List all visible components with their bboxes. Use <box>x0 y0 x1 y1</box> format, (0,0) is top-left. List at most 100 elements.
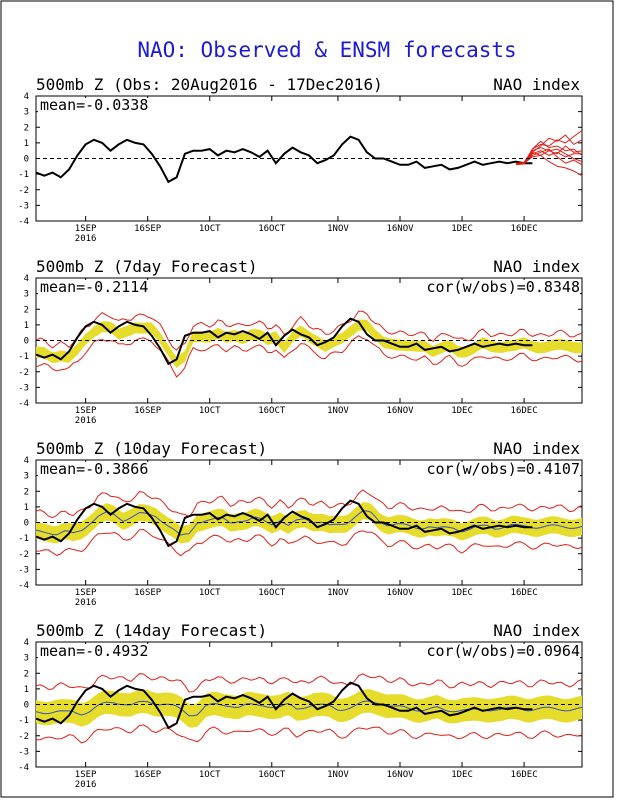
cor-label: cor(w/obs)=0.8348 <box>426 278 580 296</box>
x-tick-label: 16OCT <box>258 224 286 234</box>
x-tick-label: 1DEC <box>451 588 473 598</box>
x-tick-label: 16OCT <box>258 588 286 598</box>
x-tick-label: 1DEC <box>451 224 473 234</box>
y-tick-label: 0 <box>24 155 29 165</box>
observed-line <box>35 135 533 184</box>
observed-line <box>35 317 533 366</box>
y-tick-label: 3 <box>24 108 29 118</box>
panel-title: 500mb Z (10day Forecast) <box>36 439 267 458</box>
x-tick-label: 16SEP <box>134 406 162 416</box>
x-tick-label: 16OCT <box>258 770 286 780</box>
x-tick-label: 1DEC <box>451 406 473 416</box>
y-tick-label: 4 <box>24 638 29 648</box>
cor-label: cor(w/obs)=0.4107 <box>426 460 580 478</box>
x-tick-label: 1NOV <box>327 588 349 598</box>
y-tick-label: 2 <box>24 305 29 315</box>
ensemble-min-line <box>35 528 583 557</box>
y-tick-label: -4 <box>18 217 29 227</box>
y-tick-label: -2 <box>18 732 29 742</box>
y-tick-label: -3 <box>18 747 29 757</box>
mean-label: mean=-0.3866 <box>40 460 148 478</box>
y-tick-label: 0 <box>24 701 29 711</box>
y-tick-label: 0 <box>24 337 29 347</box>
x-year-label: 2016 <box>75 598 97 608</box>
mean-label-bg <box>38 462 166 477</box>
panel-title: 500mb Z (14day Forecast) <box>36 621 267 640</box>
ensemble-member-line <box>523 145 583 164</box>
ensemble-max-line <box>35 310 583 351</box>
x-tick-label: 16NOV <box>386 224 414 234</box>
y-tick-label: 1 <box>24 139 29 149</box>
x-tick-label: 16OCT <box>258 406 286 416</box>
panel-right-title: NAO index <box>493 439 580 458</box>
y-tick-label: -2 <box>18 368 29 378</box>
ensemble-member-line <box>523 148 583 166</box>
chart-panel-4: 500mb Z (14day Forecast) NAO index 4 3 2 1 0 -1… <box>18 621 583 790</box>
observed-line <box>35 681 533 730</box>
y-tick-label: 3 <box>24 290 29 300</box>
mean-label: mean=-0.4932 <box>40 642 148 660</box>
ensemble-member-line <box>523 140 583 164</box>
x-tick-label: 1SEP <box>75 224 97 234</box>
ensemble-member-line <box>523 154 583 177</box>
x-year-label: 2016 <box>75 780 97 790</box>
x-tick-label: 16NOV <box>386 588 414 598</box>
y-tick-label: 1 <box>24 685 29 695</box>
x-tick-label: 1SEP <box>75 588 97 598</box>
y-tick-label: -1 <box>18 170 29 180</box>
y-tick-label: 2 <box>24 487 29 497</box>
y-tick-label: -3 <box>18 201 29 211</box>
chart-panel-3: 500mb Z (10day Forecast) NAO index 4 3 2 1 0 -1… <box>18 439 583 608</box>
x-year-label: 2016 <box>75 234 97 244</box>
mean-label-bg <box>38 644 166 659</box>
x-tick-label: 1DEC <box>451 770 473 780</box>
y-tick-label: -4 <box>18 399 29 409</box>
y-tick-label: -4 <box>18 581 29 591</box>
mean-label: mean=-0.2114 <box>40 278 148 296</box>
y-tick-label: 2 <box>24 669 29 679</box>
y-tick-label: -2 <box>18 550 29 560</box>
x-tick-label: 16SEP <box>134 588 162 598</box>
y-tick-label: 4 <box>24 274 29 284</box>
x-tick-label: 1OCT <box>199 770 221 780</box>
x-tick-label: 1OCT <box>199 588 221 598</box>
panel-title: 500mb Z (7day Forecast) <box>36 257 258 276</box>
chart-panel-1: 500mb Z (Obs: 20Aug2016 - 17Dec2016) NAO … <box>18 75 583 244</box>
spread-band <box>36 689 582 728</box>
mean-label-bg <box>38 280 166 295</box>
cor-label-bg <box>410 462 580 477</box>
cor-label: cor(w/obs)=0.0964 <box>426 642 580 660</box>
x-tick-label: 1NOV <box>327 224 349 234</box>
x-tick-label: 16SEP <box>134 224 162 234</box>
x-tick-label: 1NOV <box>327 406 349 416</box>
y-tick-label: -4 <box>18 763 29 773</box>
y-tick-label: -1 <box>18 352 29 362</box>
y-tick-label: 4 <box>24 92 29 102</box>
cor-label-bg <box>410 644 580 659</box>
spread-band <box>36 319 582 369</box>
y-tick-label: -1 <box>18 534 29 544</box>
ensemble-min-line <box>36 724 583 744</box>
y-tick-label: 0 <box>24 519 29 529</box>
y-tick-label: 4 <box>24 456 29 466</box>
x-tick-label: 1SEP <box>75 770 97 780</box>
y-tick-label: 1 <box>24 503 29 513</box>
x-tick-label: 16NOV <box>386 406 414 416</box>
cor-label-bg <box>410 280 580 295</box>
y-tick-label: -3 <box>18 565 29 575</box>
mean-label: mean=-0.0338 <box>40 96 148 114</box>
y-tick-label: -3 <box>18 383 29 393</box>
x-tick-label: 1NOV <box>327 770 349 780</box>
y-tick-label: 3 <box>24 654 29 664</box>
figure-title: NAO: Observed & ENSM forecasts <box>137 38 516 62</box>
forecast-start-line <box>515 151 534 166</box>
ensemble-max-line <box>35 489 583 519</box>
observed-line <box>35 499 533 548</box>
panel-right-title: NAO index <box>493 75 580 94</box>
ensemble-member-line <box>523 134 583 164</box>
y-tick-label: 2 <box>24 123 29 133</box>
mean-label-bg <box>38 98 166 113</box>
y-tick-label: -1 <box>18 716 29 726</box>
